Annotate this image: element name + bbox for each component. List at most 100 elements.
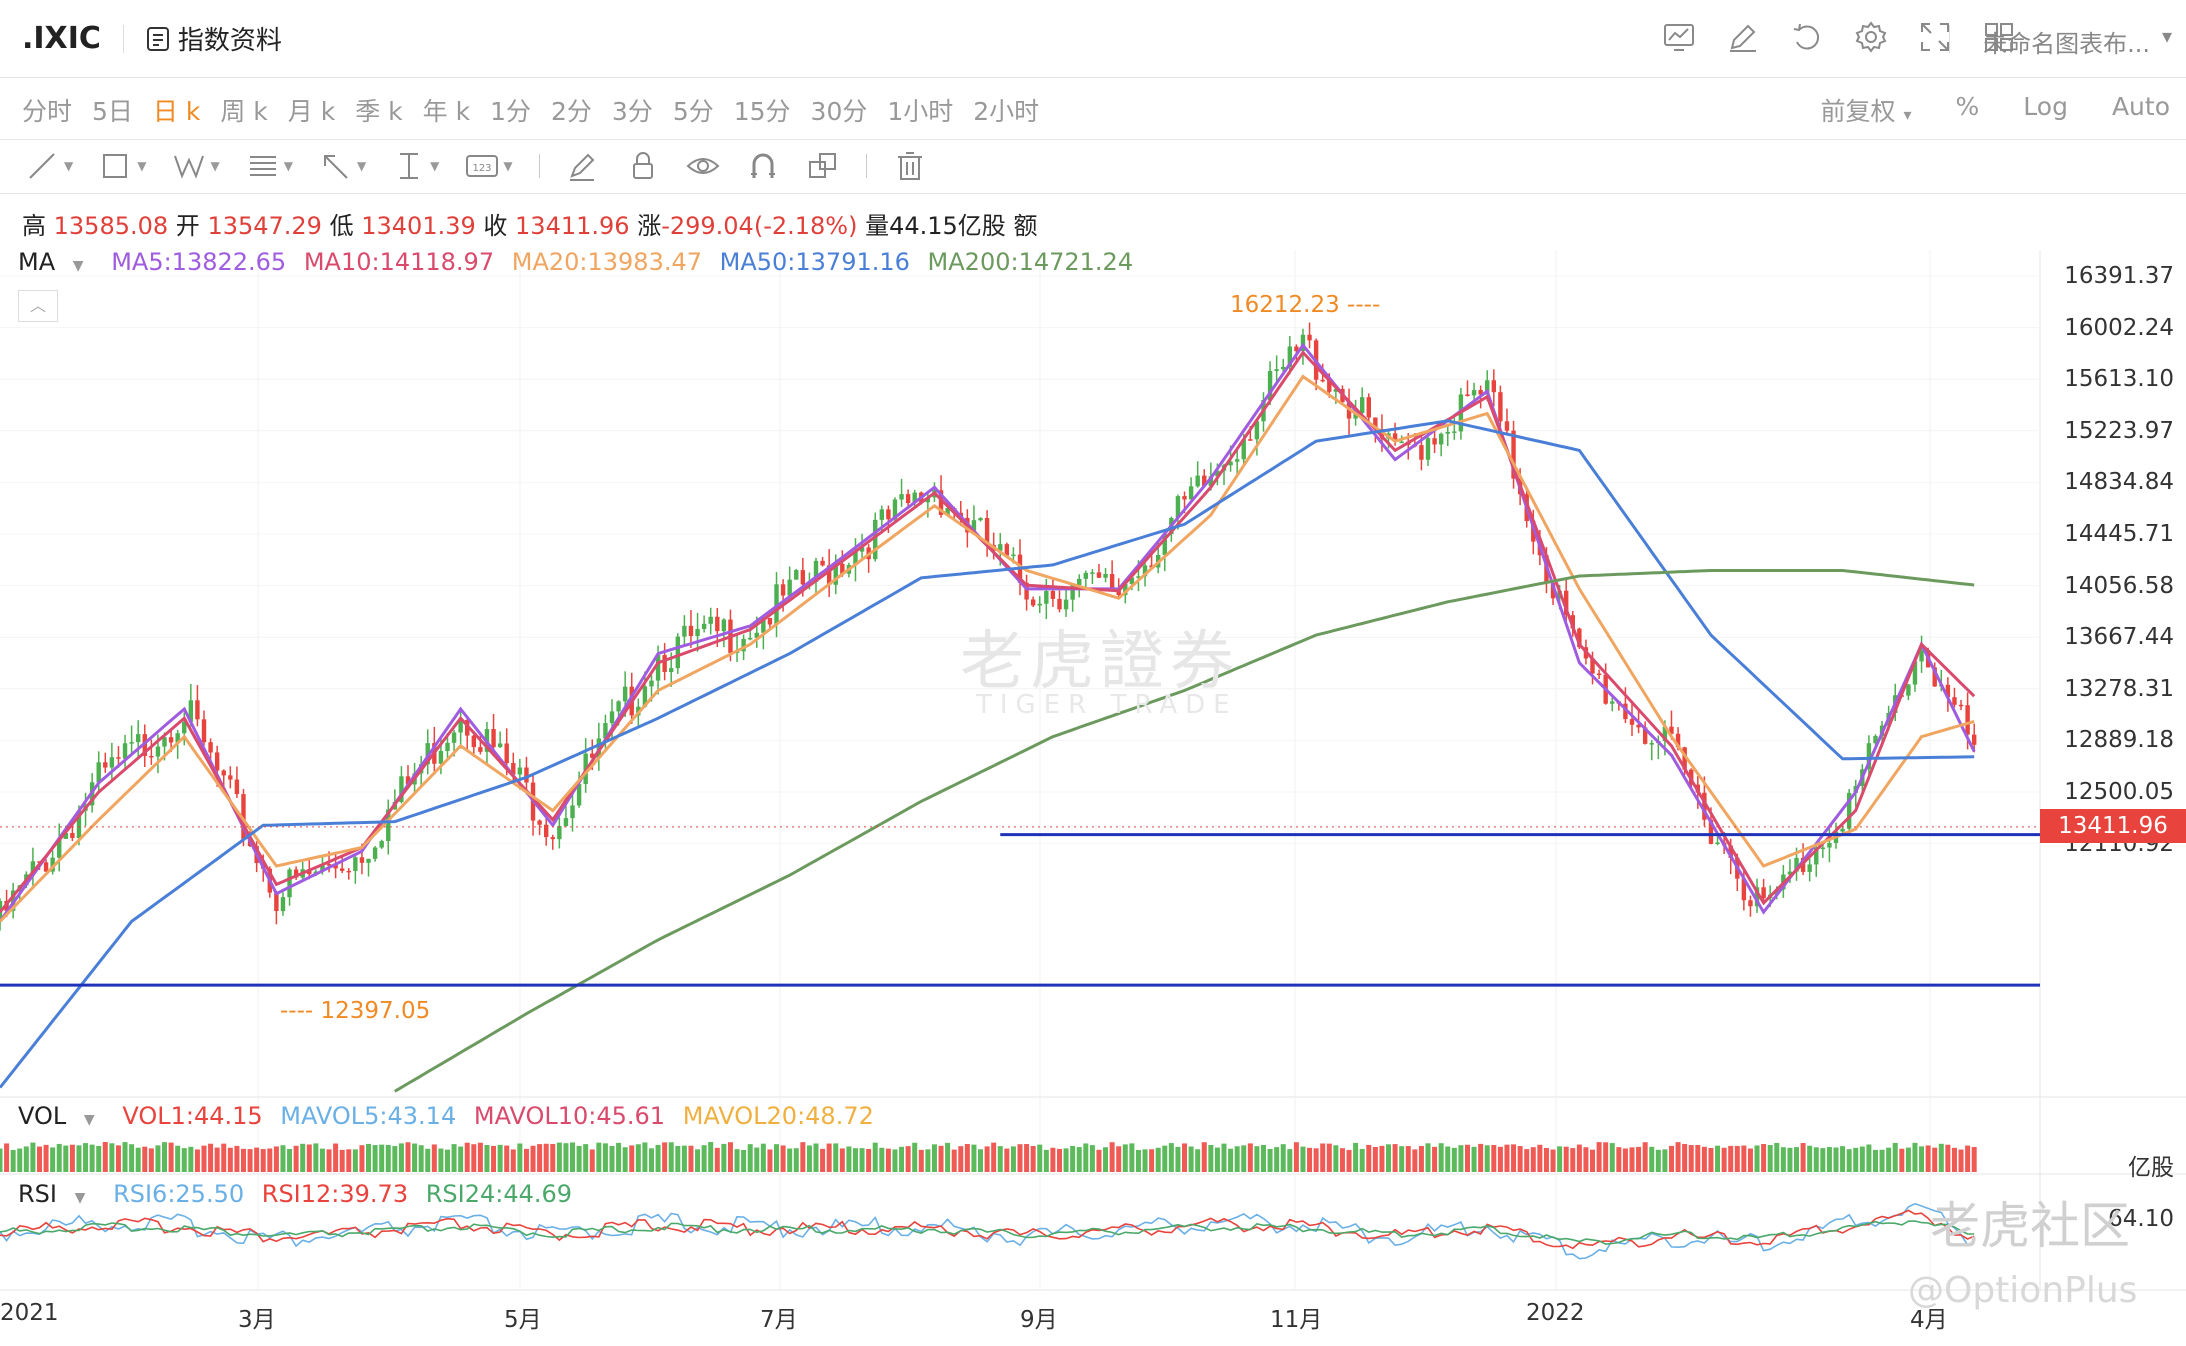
volume-bar (438, 1148, 444, 1172)
candle-body (570, 805, 575, 819)
volume-bar (1859, 1146, 1865, 1172)
lock-tool[interactable] (626, 150, 660, 182)
period-tab[interactable]: 年 k (422, 97, 471, 126)
candle-body (1820, 847, 1826, 850)
measure-tool[interactable]: ▼ (392, 150, 439, 182)
candle-body (1215, 470, 1220, 477)
label-tool[interactable]: 123 ▼ (465, 150, 513, 182)
index-info-button[interactable]: 指数资料 (146, 20, 282, 57)
period-tab[interactable]: 日 k (152, 97, 201, 126)
volume-bar (36, 1146, 42, 1172)
current-price-badge: 13411.96 (2040, 809, 2186, 843)
candle-body (1287, 346, 1293, 367)
chart-template-icon[interactable] (1662, 20, 1696, 54)
volume-bar (30, 1142, 36, 1172)
low-label: 低 (329, 212, 354, 240)
period-tab[interactable]: 1分 (490, 97, 532, 126)
volume-bar (162, 1142, 168, 1172)
drawing-pen-icon[interactable] (1726, 20, 1760, 54)
percent-toggle[interactable]: % (1955, 92, 1980, 121)
period-tab[interactable]: 3分 (611, 97, 653, 126)
candle-body (1024, 582, 1029, 600)
time-axis-label: 4月 (1910, 1307, 1948, 1333)
watermark-subtext: TIGER TRADE (976, 690, 1238, 720)
fullscreen-icon[interactable] (1918, 20, 1952, 54)
rsi-indicator-dropdown[interactable]: RSI ▼ (18, 1180, 86, 1208)
vol-indicator-dropdown[interactable]: VOL ▼ (18, 1102, 95, 1130)
clone-tool[interactable] (806, 150, 840, 182)
candle-body (1057, 598, 1062, 610)
line-tool[interactable]: ▼ (26, 150, 73, 182)
volume-bar (254, 1147, 260, 1172)
volume-bar (1300, 1146, 1306, 1172)
period-tab[interactable]: 30分 (810, 97, 868, 126)
candle-body (1241, 439, 1246, 460)
visibility-tool[interactable] (686, 150, 720, 182)
volume-bar (122, 1142, 128, 1172)
period-tab[interactable]: 2分 (551, 97, 592, 126)
volume-bar (1820, 1148, 1826, 1172)
candle-body (274, 892, 279, 912)
volume-bar (1070, 1145, 1076, 1172)
symbol-label[interactable]: .IXIC (22, 21, 101, 56)
volume-bar (1511, 1144, 1517, 1172)
period-tab[interactable]: 5分 (672, 97, 714, 126)
price-axis-label: 16391.37 (2064, 263, 2174, 289)
auto-toggle[interactable]: Auto (2111, 92, 2170, 121)
candle-body (1932, 667, 1937, 687)
high-label: 高 (22, 212, 46, 240)
divider (122, 24, 124, 53)
period-tab[interactable]: 5日 (92, 97, 133, 126)
ma-indicator-dropdown[interactable]: MA ▼ (18, 248, 84, 276)
period-tab[interactable]: 2小时 (973, 97, 1040, 126)
candle-body (543, 824, 549, 838)
candle-body (280, 897, 286, 912)
period-tab[interactable]: 15分 (733, 97, 791, 126)
volume-bar (273, 1146, 279, 1172)
eye-icon (686, 158, 720, 174)
candle-body (405, 776, 411, 785)
volume-bar (1642, 1142, 1648, 1172)
volume-bar (1826, 1147, 1832, 1172)
volume-bar (23, 1146, 29, 1172)
candle-body (1182, 496, 1187, 500)
volume-label: 量 (865, 212, 890, 240)
settings-gear-icon[interactable] (1854, 20, 1888, 54)
wave-tool[interactable]: ▼ (172, 150, 220, 182)
chevron-down-icon: ▼ (356, 159, 367, 173)
price-chart[interactable] (0, 240, 2186, 1346)
candle-body (122, 743, 128, 759)
period-tab[interactable]: 季 k (355, 97, 403, 126)
candle-body (1485, 380, 1490, 395)
period-tab[interactable]: 分时 (22, 97, 73, 126)
candle-body (1149, 565, 1154, 568)
collapse-legend-button[interactable]: ︿ (18, 290, 58, 322)
volume-bar (1004, 1148, 1010, 1172)
period-tab[interactable]: 周 k (220, 97, 268, 126)
price-axis-label: 15613.10 (2064, 366, 2174, 393)
adjust-dropdown[interactable]: 前复权 ▾ (1820, 97, 1912, 126)
brush-tool[interactable] (566, 150, 600, 182)
rsi-axis-label: 64.10 (2108, 1206, 2174, 1232)
candle-body (339, 868, 345, 871)
log-toggle[interactable]: Log (2023, 92, 2068, 121)
volume-bar (1833, 1147, 1839, 1172)
arrow-tool[interactable]: ▼ (319, 150, 366, 182)
magnet-tool[interactable] (746, 150, 780, 182)
undo-icon[interactable] (1790, 20, 1824, 54)
layout-name-dropdown[interactable]: 未命名图表布... (1983, 30, 2150, 58)
delete-tool[interactable] (893, 150, 927, 182)
rectangle-tool[interactable]: ▼ (99, 150, 146, 182)
volume-bar (451, 1144, 457, 1172)
layout-grid-icon[interactable] (1982, 20, 2016, 54)
fib-tool[interactable]: ▼ (246, 150, 293, 182)
volume-bar (695, 1149, 701, 1172)
candle-body (899, 494, 904, 500)
period-tab[interactable]: 月 k (287, 97, 336, 126)
volume-bar (306, 1144, 312, 1172)
chevron-down-icon[interactable]: ▾ (2161, 24, 2172, 48)
period-tab[interactable]: 1小时 (887, 97, 954, 126)
candle-body (1952, 697, 1957, 705)
candle-body (353, 857, 358, 871)
candle-body (1577, 628, 1582, 648)
